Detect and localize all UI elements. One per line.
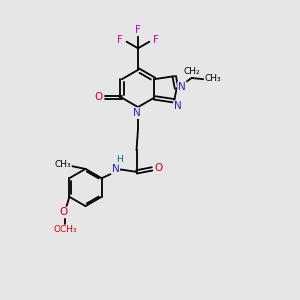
Text: CH₃: CH₃	[204, 74, 221, 82]
Text: CH₃: CH₃	[55, 160, 71, 169]
Text: N: N	[174, 101, 182, 111]
Text: N: N	[112, 164, 119, 174]
Text: F: F	[153, 35, 159, 45]
Text: N: N	[133, 108, 140, 118]
Text: F: F	[135, 25, 141, 35]
Text: F: F	[117, 35, 123, 45]
Text: CH₂: CH₂	[184, 68, 200, 76]
Text: OCH₃: OCH₃	[53, 225, 77, 234]
Text: H: H	[117, 155, 123, 164]
Text: N: N	[178, 82, 186, 92]
Text: O: O	[95, 92, 103, 102]
Text: O: O	[154, 163, 163, 173]
Text: O: O	[59, 207, 68, 218]
